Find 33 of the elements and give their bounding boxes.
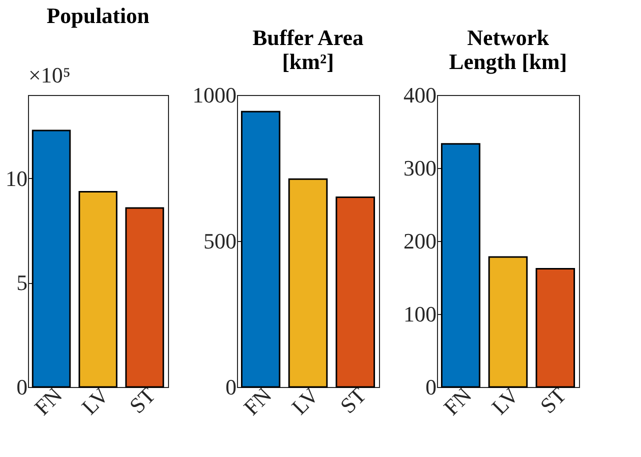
bar <box>536 268 576 388</box>
x-tick-label: ST <box>335 382 372 418</box>
y-tick-label: 10 <box>6 166 28 191</box>
chart-title: Network Length [km] <box>449 25 567 74</box>
x-tick-label: ST <box>124 382 161 418</box>
y-tick-label: 300 <box>404 156 436 180</box>
bar <box>240 110 280 388</box>
y-tick-label: 0 <box>226 374 236 400</box>
y-tick-label: 0 <box>16 374 28 400</box>
text: ×10⁵ <box>28 62 71 88</box>
bar <box>440 143 480 388</box>
x-tick-label: ST <box>535 382 572 418</box>
bar <box>125 207 164 388</box>
y-tick-label: 0 <box>426 374 436 400</box>
x-tick-label: FN <box>438 382 476 420</box>
y-tick-label: 1000 <box>192 82 236 108</box>
x-tick-label: LV <box>76 382 114 420</box>
chart-title: Buffer Area [km²] <box>252 25 364 74</box>
y-tick-label: 200 <box>404 228 436 254</box>
x-tick-label: FN <box>29 382 67 420</box>
y-tick-label: 400 <box>404 82 436 108</box>
x-tick-label: FN <box>238 382 276 420</box>
x-tick-label: LV <box>486 382 524 420</box>
bar <box>288 178 328 388</box>
bar <box>78 191 118 388</box>
chart-title: Population <box>46 3 150 28</box>
y-tick-label: 5 <box>16 270 28 296</box>
y-tick-label: 100 <box>404 302 436 326</box>
bar <box>336 196 376 388</box>
y-tick-label: 500 <box>204 228 236 254</box>
bar <box>32 130 71 388</box>
x-tick-label: LV <box>286 382 324 420</box>
bar <box>488 256 528 388</box>
